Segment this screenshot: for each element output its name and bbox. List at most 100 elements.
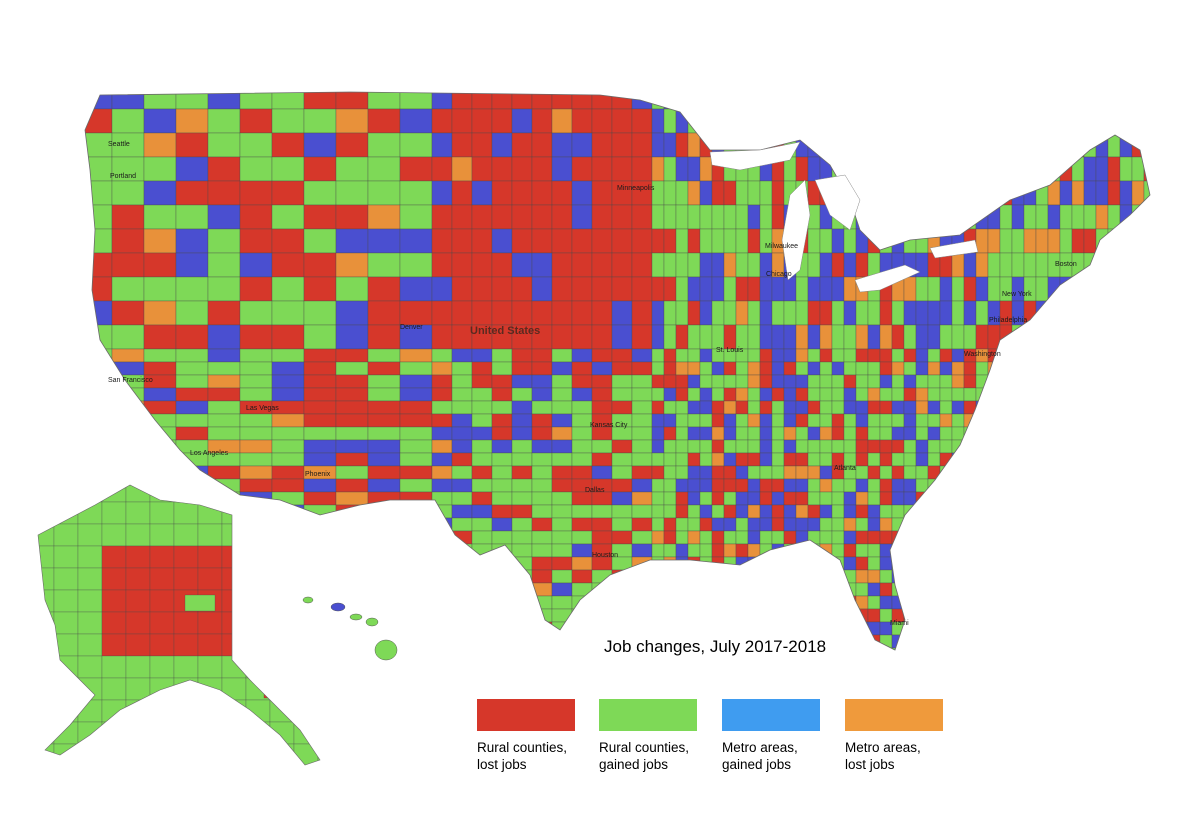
county bbox=[632, 544, 652, 557]
county bbox=[676, 301, 688, 325]
county bbox=[1000, 635, 1012, 648]
county bbox=[724, 466, 736, 479]
county bbox=[652, 375, 664, 388]
county bbox=[988, 85, 1000, 109]
county bbox=[272, 388, 304, 401]
county bbox=[572, 401, 592, 414]
county bbox=[1132, 505, 1144, 518]
county bbox=[1024, 253, 1036, 277]
county bbox=[940, 375, 952, 388]
borough bbox=[222, 612, 246, 634]
county bbox=[688, 375, 700, 388]
county bbox=[452, 301, 472, 325]
county bbox=[1048, 544, 1060, 557]
county bbox=[400, 609, 432, 622]
county bbox=[1084, 349, 1096, 362]
county bbox=[772, 277, 784, 301]
county bbox=[892, 349, 904, 362]
county bbox=[492, 453, 512, 466]
county bbox=[1048, 479, 1060, 492]
county bbox=[868, 505, 880, 518]
county bbox=[176, 205, 208, 229]
county bbox=[736, 492, 748, 505]
county bbox=[1084, 531, 1096, 544]
county bbox=[760, 609, 772, 622]
county bbox=[272, 557, 304, 570]
county bbox=[868, 362, 880, 375]
county bbox=[832, 109, 844, 133]
borough bbox=[270, 722, 294, 744]
county bbox=[676, 414, 688, 427]
county bbox=[928, 635, 940, 648]
county bbox=[664, 181, 676, 205]
county bbox=[80, 85, 112, 109]
county bbox=[240, 622, 272, 635]
county bbox=[772, 109, 784, 133]
county bbox=[688, 362, 700, 375]
county bbox=[452, 479, 472, 492]
county bbox=[748, 181, 760, 205]
county bbox=[664, 518, 676, 531]
borough bbox=[150, 524, 174, 546]
county bbox=[144, 427, 176, 440]
county bbox=[676, 505, 688, 518]
borough bbox=[198, 612, 222, 634]
county bbox=[1060, 531, 1072, 544]
county bbox=[700, 229, 712, 253]
county bbox=[1012, 466, 1024, 479]
county bbox=[928, 570, 940, 583]
county bbox=[492, 414, 512, 427]
county bbox=[1048, 440, 1060, 453]
county bbox=[592, 277, 612, 301]
county bbox=[1108, 301, 1120, 325]
county bbox=[240, 518, 272, 531]
county bbox=[1012, 414, 1024, 427]
county bbox=[272, 375, 304, 388]
county bbox=[1156, 583, 1168, 596]
county bbox=[676, 557, 688, 570]
county bbox=[988, 596, 1000, 609]
county bbox=[612, 349, 632, 362]
county bbox=[1132, 609, 1144, 622]
county bbox=[512, 349, 532, 362]
county bbox=[964, 557, 976, 570]
county bbox=[1012, 325, 1024, 349]
borough bbox=[174, 766, 198, 788]
county bbox=[664, 466, 676, 479]
county bbox=[796, 440, 808, 453]
county bbox=[472, 583, 492, 596]
county bbox=[1024, 229, 1036, 253]
county bbox=[964, 157, 976, 181]
county bbox=[1000, 157, 1012, 181]
county bbox=[552, 277, 572, 301]
county bbox=[368, 596, 400, 609]
county bbox=[1000, 557, 1012, 570]
county bbox=[880, 440, 892, 453]
county bbox=[868, 205, 880, 229]
county bbox=[176, 109, 208, 133]
county bbox=[1036, 492, 1048, 505]
county bbox=[868, 414, 880, 427]
county bbox=[304, 109, 336, 133]
county bbox=[700, 622, 712, 635]
county bbox=[748, 325, 760, 349]
county bbox=[632, 85, 652, 109]
county bbox=[868, 518, 880, 531]
county bbox=[512, 596, 532, 609]
county bbox=[400, 401, 432, 414]
county bbox=[832, 570, 844, 583]
county bbox=[700, 301, 712, 325]
county bbox=[964, 492, 976, 505]
county bbox=[532, 531, 552, 544]
county bbox=[808, 583, 820, 596]
county bbox=[820, 388, 832, 401]
county bbox=[664, 401, 676, 414]
county bbox=[1156, 505, 1168, 518]
county bbox=[664, 133, 676, 157]
county bbox=[272, 205, 304, 229]
county bbox=[336, 301, 368, 325]
county bbox=[532, 440, 552, 453]
county bbox=[1072, 277, 1084, 301]
county bbox=[472, 375, 492, 388]
county bbox=[1036, 518, 1048, 531]
